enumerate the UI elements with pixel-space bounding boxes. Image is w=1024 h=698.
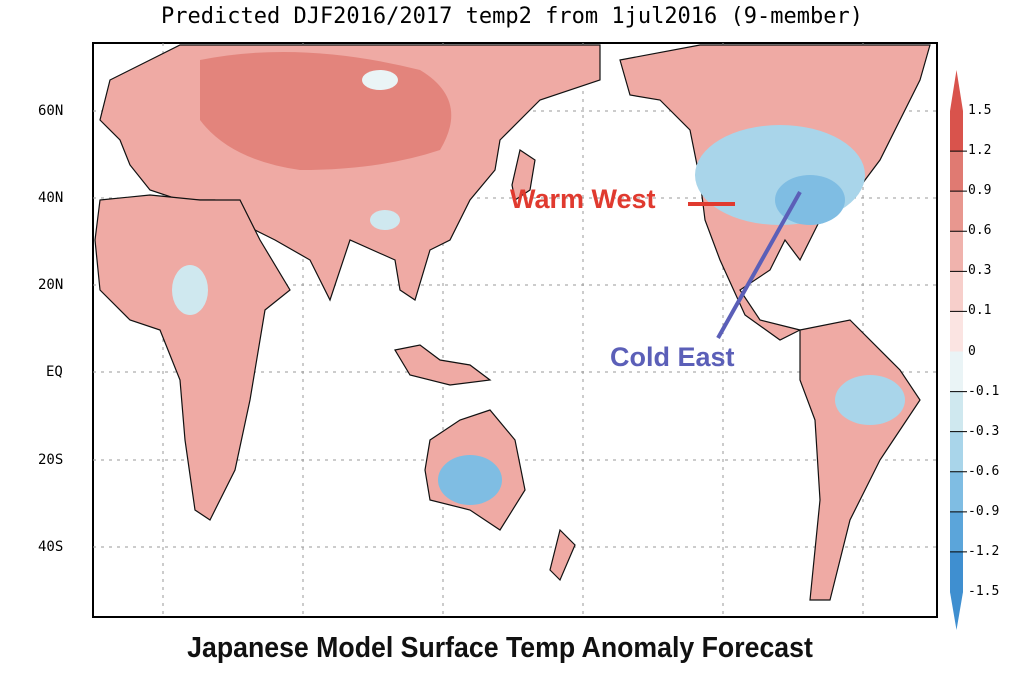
lat-label: 40N	[38, 190, 64, 206]
cold-patch-australia	[438, 455, 502, 505]
colorbar-bottom-arrow	[950, 592, 963, 630]
colorbar-band	[950, 431, 963, 473]
japan	[511, 149, 536, 201]
colorbar-band	[950, 351, 963, 393]
warm-west-label: Warm West	[510, 184, 656, 214]
colorbar-band	[950, 111, 963, 152]
cold-patch-east-us	[775, 175, 845, 225]
colorbar-label: 1.5	[968, 103, 992, 118]
lat-label: 60N	[38, 103, 64, 119]
anomaly-patches	[172, 52, 905, 505]
indonesia	[394, 344, 492, 386]
lat-label: 40S	[38, 539, 64, 555]
colorbar-label: 0.6	[968, 223, 992, 239]
cold-east-label: Cold East	[610, 342, 735, 372]
map-title: Predicted DJF2016/2017 temp2 from 1jul20…	[161, 4, 863, 29]
colorbar-band	[950, 271, 963, 312]
colorbar-band	[950, 191, 963, 232]
colorbar-band	[950, 551, 963, 593]
africa	[94, 194, 291, 521]
cold-patch-tibet	[370, 210, 400, 230]
colorbar-band	[950, 231, 963, 272]
cold-patch-africa	[172, 265, 208, 315]
colorbar-band	[950, 511, 963, 553]
figure-caption: Japanese Model Surface Temp Anomaly Fore…	[187, 632, 813, 664]
colorbar-label: 0.9	[968, 183, 992, 199]
lat-label: EQ	[46, 364, 63, 380]
colorbar-label: 0	[968, 343, 976, 359]
cold-patch-brazil	[835, 375, 905, 425]
colorbar-label: 0.1	[968, 303, 992, 319]
neutral-patch-siberia	[362, 70, 398, 90]
colorbar-label: -0.1	[968, 383, 1000, 399]
colorbar-label: -0.6	[968, 463, 1000, 479]
colorbar-label: 0.3	[968, 263, 992, 279]
new-zealand	[549, 528, 576, 582]
cold-east-pointer	[716, 191, 802, 339]
colorbar-band	[950, 391, 963, 433]
colorbar	[950, 70, 967, 630]
colorbar-band	[950, 151, 963, 192]
colorbar-label: 1.2	[968, 143, 992, 159]
colorbar-band	[950, 311, 963, 352]
lat-label: 20S	[38, 452, 64, 468]
colorbar-label: -0.3	[968, 423, 1000, 439]
lat-label: 20N	[38, 277, 64, 293]
colorbar-label: -1.5	[968, 584, 1000, 599]
colorbar-top-arrow	[950, 70, 963, 111]
colorbar-label: -0.9	[968, 503, 1000, 519]
colorbar-label: -1.2	[968, 543, 1000, 559]
colorbar-band	[950, 471, 963, 513]
